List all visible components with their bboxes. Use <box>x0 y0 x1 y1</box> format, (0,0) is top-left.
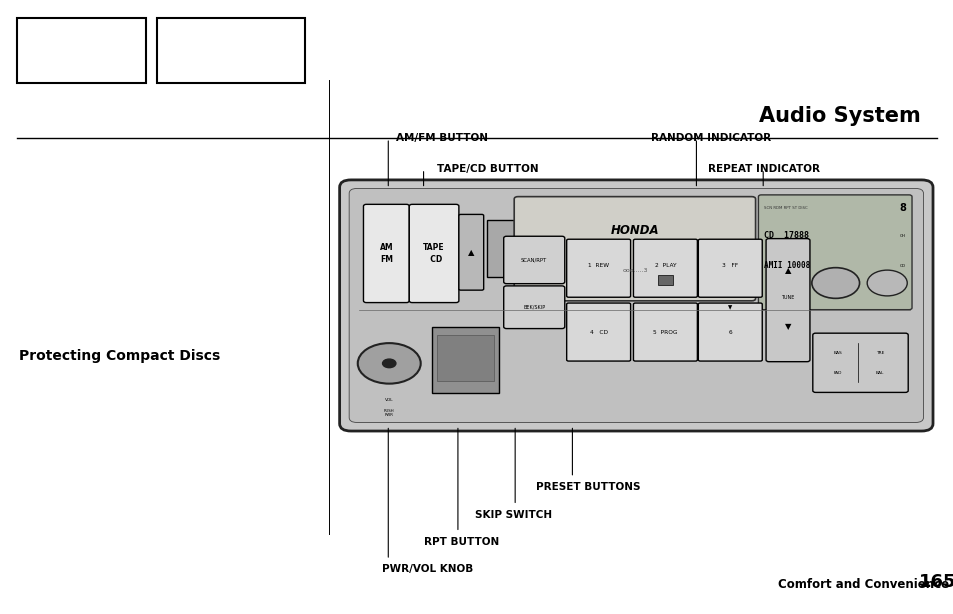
Text: AM/FM BUTTON: AM/FM BUTTON <box>395 133 487 143</box>
Text: PUSH
PWR: PUSH PWR <box>383 409 395 417</box>
Text: AM
FM: AM FM <box>379 243 393 263</box>
FancyBboxPatch shape <box>633 239 697 297</box>
Text: RPT BUTTON: RPT BUTTON <box>423 537 498 546</box>
Text: ▲: ▲ <box>784 266 790 275</box>
FancyBboxPatch shape <box>409 204 458 303</box>
FancyBboxPatch shape <box>503 236 564 284</box>
Text: BEK/SKIP: BEK/SKIP <box>522 305 545 309</box>
Text: 1  REW: 1 REW <box>587 263 609 268</box>
FancyBboxPatch shape <box>633 303 697 361</box>
FancyBboxPatch shape <box>698 239 761 297</box>
Text: SKIP SWITCH: SKIP SWITCH <box>475 510 552 519</box>
FancyBboxPatch shape <box>698 303 761 361</box>
Bar <box>432 327 498 393</box>
Text: RANDOM INDICATOR: RANDOM INDICATOR <box>650 133 770 143</box>
Text: TUNE: TUNE <box>781 295 794 300</box>
Text: HONDA: HONDA <box>610 224 659 238</box>
Text: 8: 8 <box>899 203 905 213</box>
Text: 4   CD: 4 CD <box>589 330 607 335</box>
Text: FAD: FAD <box>833 371 841 375</box>
Text: ▲: ▲ <box>468 248 474 257</box>
Bar <box>487 220 514 277</box>
Text: ▼: ▼ <box>727 305 732 310</box>
Text: ooo.....3: ooo.....3 <box>621 268 647 273</box>
Text: VOL: VOL <box>384 398 394 402</box>
Text: 6: 6 <box>728 330 731 335</box>
Text: SCAN/RPT: SCAN/RPT <box>520 257 547 262</box>
Text: AMII 10008: AMII 10008 <box>763 261 809 270</box>
Text: 165: 165 <box>918 573 953 591</box>
Text: BAL: BAL <box>875 371 883 375</box>
FancyBboxPatch shape <box>566 239 630 297</box>
Text: ▼: ▼ <box>784 322 790 331</box>
FancyBboxPatch shape <box>458 214 483 290</box>
FancyBboxPatch shape <box>503 286 564 328</box>
Text: Audio System: Audio System <box>758 106 920 126</box>
Text: PRESET BUTTONS: PRESET BUTTONS <box>536 482 640 492</box>
FancyBboxPatch shape <box>758 195 911 309</box>
Text: REPEAT INDICATOR: REPEAT INDICATOR <box>707 164 819 174</box>
Text: CH: CH <box>899 233 904 238</box>
Circle shape <box>866 270 906 296</box>
Text: CD: CD <box>899 263 904 268</box>
Text: 2  PLAY: 2 PLAY <box>654 263 676 268</box>
Text: TAPE
  CD: TAPE CD <box>423 243 444 263</box>
FancyBboxPatch shape <box>812 333 907 392</box>
FancyBboxPatch shape <box>765 239 809 362</box>
Text: TAPE/CD BUTTON: TAPE/CD BUTTON <box>436 164 538 174</box>
Bar <box>436 335 494 381</box>
FancyBboxPatch shape <box>363 204 409 303</box>
FancyBboxPatch shape <box>349 188 923 422</box>
Circle shape <box>382 359 395 368</box>
Text: PWR/VOL KNOB: PWR/VOL KNOB <box>381 564 473 574</box>
Text: 3   FF: 3 FF <box>721 263 738 268</box>
Circle shape <box>357 343 420 384</box>
Text: 5  PROG: 5 PROG <box>653 330 677 335</box>
FancyBboxPatch shape <box>339 180 932 431</box>
Circle shape <box>811 268 859 298</box>
Bar <box>157 18 305 83</box>
Text: CD  17888: CD 17888 <box>763 231 808 240</box>
Text: BAS: BAS <box>833 351 841 355</box>
FancyBboxPatch shape <box>566 303 630 361</box>
Text: SCN RDM RPT ST DISC: SCN RDM RPT ST DISC <box>763 206 807 210</box>
Bar <box>17 18 146 83</box>
FancyBboxPatch shape <box>514 196 755 301</box>
Text: TRE: TRE <box>875 351 883 355</box>
Bar <box>657 276 672 285</box>
Text: Comfort and Convenience Features: Comfort and Convenience Features <box>777 578 953 591</box>
Text: Protecting Compact Discs: Protecting Compact Discs <box>19 349 220 363</box>
